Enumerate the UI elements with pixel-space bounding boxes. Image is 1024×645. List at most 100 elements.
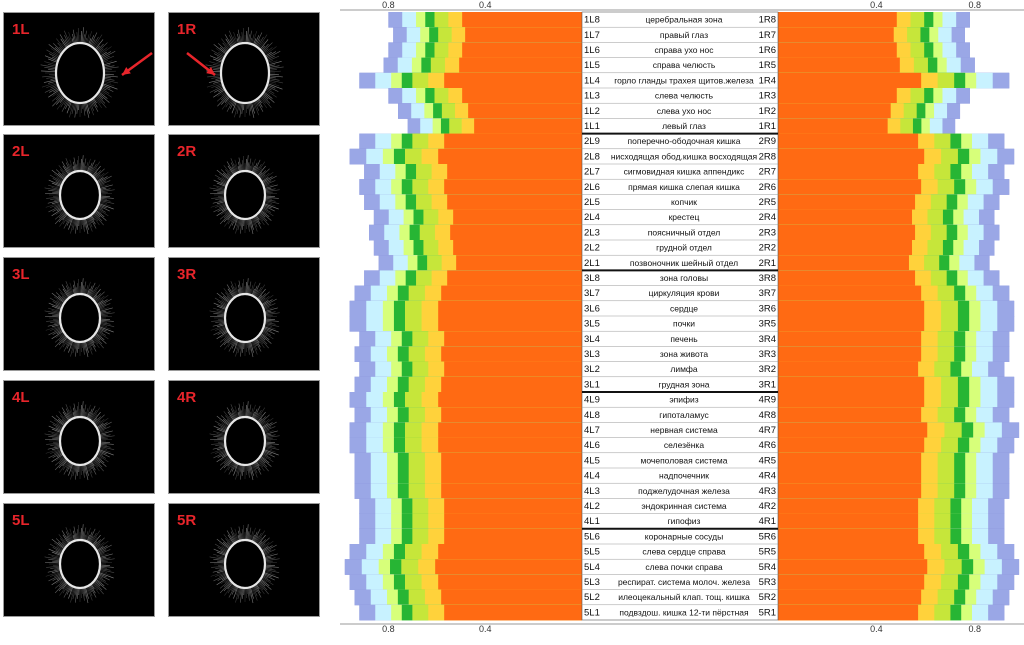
- row-right-code: 3R2: [759, 364, 776, 375]
- row-right-code: 4R7: [759, 425, 776, 436]
- row-organ-name: справа челюсть: [653, 60, 716, 70]
- band-right: [778, 392, 925, 408]
- row-1l4: 1L4 горло гланды трахея щитов.железа 1R4: [582, 72, 778, 86]
- band-right: [778, 513, 919, 530]
- row-right-code: 1R5: [759, 60, 776, 71]
- band-left: [444, 604, 582, 621]
- row-right-code: 1R4: [759, 75, 776, 86]
- band-left: [462, 42, 582, 58]
- band-right: [778, 27, 894, 43]
- row-right-code: 1R6: [759, 45, 776, 56]
- band-left: [465, 27, 582, 43]
- row-right-code: 4R9: [759, 395, 776, 406]
- band-right: [778, 574, 925, 590]
- bar-4l2-4r2: [359, 498, 1005, 514]
- bar-3l5-3r5: [349, 316, 1015, 332]
- row-left-code: 4L9: [584, 395, 600, 406]
- band-left: [441, 376, 582, 393]
- band-right: [778, 103, 891, 119]
- bar-1l5-1r5: [383, 57, 975, 74]
- bar-3l8-3r8: [364, 270, 1000, 286]
- row-right-code: 2R1: [759, 258, 776, 269]
- gdv-images-panel: 1L 1R 2L 2R 3L 3R 4L 4R 5L 5R: [0, 0, 336, 645]
- band-left: [438, 437, 582, 454]
- row-left-code: 3L7: [584, 288, 600, 299]
- row-1l1: 1L1 левый глаз 1R1: [582, 118, 778, 132]
- band-left: [438, 148, 582, 165]
- image-label: 2L: [12, 143, 30, 160]
- row-organ-name: сердце: [670, 303, 698, 313]
- band-right: [778, 331, 922, 347]
- row-right-code: 3R5: [759, 319, 776, 330]
- band-right: [778, 240, 913, 256]
- tick-label: 0.8: [969, 0, 982, 10]
- band-right: [778, 270, 916, 286]
- row-organ-name: слева почки справа: [645, 562, 723, 572]
- row-right-code: 5R3: [759, 577, 776, 588]
- band-left: [444, 528, 582, 545]
- band-right: [778, 300, 925, 317]
- band-right: [778, 118, 888, 134]
- row-right-code: 2R7: [759, 167, 776, 178]
- row-3l5: 3L5 почки 3R5: [582, 315, 778, 330]
- band-right: [778, 179, 922, 195]
- row-right-code: 2R2: [759, 243, 776, 254]
- tick-label: 0.8: [382, 0, 395, 10]
- band-right: [778, 528, 919, 545]
- row-organ-name: надпочечник: [659, 471, 709, 481]
- bar-4l8-4r8: [354, 407, 1010, 423]
- row-2l1: 2L1 позвоночник шейный отдел 2R1: [582, 254, 778, 269]
- row-left-code: 3L6: [584, 303, 600, 314]
- band-right: [778, 255, 909, 271]
- row-left-code: 2L7: [584, 167, 600, 178]
- band-left: [441, 483, 582, 499]
- red-arrow-icon: [121, 51, 153, 77]
- band-right: [778, 361, 919, 378]
- band-right: [778, 209, 913, 226]
- bar-2l8-2r8: [349, 148, 1015, 165]
- band-left: [444, 513, 582, 530]
- row-left-code: 4L3: [584, 486, 600, 497]
- row-left-code: 4L7: [584, 425, 600, 436]
- bar-3l3-3r3: [354, 346, 1010, 362]
- row-left-code: 2L1: [584, 258, 600, 269]
- row-left-code: 1L2: [584, 106, 600, 117]
- bar-1l2-1r2: [398, 103, 961, 119]
- tick-label: 0.8: [382, 624, 395, 634]
- row-left-code: 3L2: [584, 364, 600, 375]
- glow-ring: [209, 155, 280, 235]
- row-right-code: 4R6: [759, 440, 776, 451]
- row-organ-name: лимфа: [670, 364, 698, 374]
- gdv-image-3l: 3L: [3, 257, 155, 371]
- gdv-image-2r: 2R: [168, 134, 320, 248]
- band-left: [435, 559, 582, 575]
- row-left-code: 4L6: [584, 440, 600, 451]
- row-left-code: 2L9: [584, 136, 600, 147]
- bar-2l1-2r1: [378, 255, 990, 271]
- bar-4l7-4r7: [349, 422, 1020, 438]
- bar-1l1-1r1: [407, 118, 956, 134]
- tick-label: 0.4: [479, 0, 492, 10]
- image-label: 1R: [177, 21, 197, 38]
- row-5l3: 5L3 респират. система молоч. железа 5R3: [582, 574, 778, 588]
- band-left: [438, 422, 582, 438]
- row-right-code: 2R6: [759, 182, 776, 193]
- row-organ-name: крестец: [669, 212, 700, 222]
- row-left-code: 1L3: [584, 91, 600, 102]
- row-left-code: 5L6: [584, 531, 600, 542]
- row-organ-name: илеоцекальный клап. тощ. кишка: [618, 592, 750, 602]
- row-5l2: 5L2 илеоцекальный клап. тощ. кишка 5R2: [582, 589, 778, 603]
- row-right-code: 4R4: [759, 471, 776, 482]
- row-organ-name: слева челюсть: [655, 91, 714, 101]
- row-4l9: 4L9 эпифиз 4R9: [582, 391, 778, 406]
- row-organ-name: слева ухо нос: [657, 106, 712, 116]
- band-left: [438, 300, 582, 317]
- band-right: [778, 437, 925, 454]
- row-organ-name: циркуляция крови: [649, 288, 720, 298]
- row-left-code: 2L5: [584, 197, 600, 208]
- row-left-code: 5L1: [584, 607, 600, 618]
- band-right: [778, 346, 922, 362]
- row-right-code: 3R4: [759, 334, 776, 345]
- bar-4l6-4r6: [349, 437, 1015, 454]
- row-left-code: 1L5: [584, 60, 600, 71]
